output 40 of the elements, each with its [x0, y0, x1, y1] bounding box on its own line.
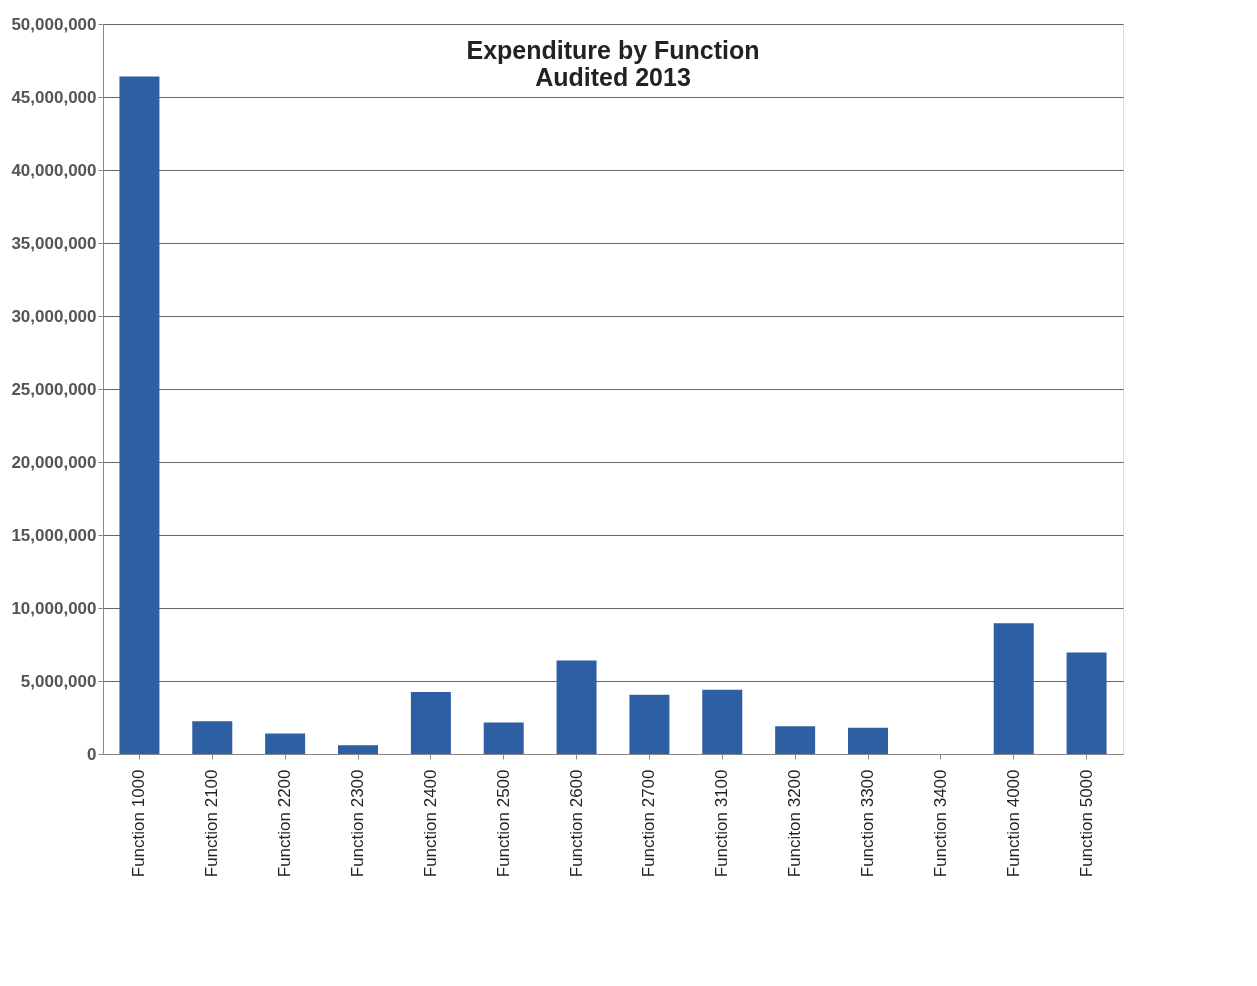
y-tick-label: 0 — [87, 744, 97, 764]
x-tick-label: Function 4000 — [1003, 769, 1023, 878]
x-tick-label: Function 2700 — [639, 769, 659, 878]
x-tick-label: Function 3300 — [858, 769, 877, 878]
x-tick-label: Function 5000 — [1076, 769, 1096, 878]
y-tick-label: 15,000,000 — [11, 525, 97, 545]
bar — [119, 76, 160, 754]
bar — [556, 660, 597, 754]
bar — [702, 689, 743, 754]
x-tick-label: Function 3400 — [930, 769, 950, 878]
x-tick-label: Function 2500 — [493, 769, 513, 878]
bar — [265, 733, 306, 754]
bar — [775, 726, 816, 754]
text: Audited 2013 — [535, 63, 691, 91]
y-tick-label: 45,000,000 — [11, 87, 97, 107]
x-tick-label: Funciton 3200 — [785, 769, 805, 878]
x-tick-label: Function 2400 — [420, 769, 440, 878]
y-tick-label: 50,000,000 — [11, 14, 97, 34]
y-tick-label: 20,000,000 — [11, 452, 97, 472]
bar — [848, 727, 888, 754]
y-tick-label: 40,000,000 — [11, 160, 97, 180]
text: Expenditure by Function — [466, 36, 760, 64]
bar — [192, 721, 233, 754]
x-tick-label: Function 2600 — [566, 769, 586, 878]
x-tick-label: Function 2200 — [275, 769, 295, 878]
y-tick-label: 30,000,000 — [11, 306, 97, 326]
y-tick-label: 10,000,000 — [11, 598, 97, 618]
y-tick-label: 5,000,000 — [20, 671, 97, 691]
y-tick-label: 35,000,000 — [11, 233, 97, 253]
y-tick-label: 25,000,000 — [11, 379, 97, 399]
bar — [993, 623, 1034, 754]
bar — [410, 691, 451, 754]
bar — [629, 694, 670, 754]
bar — [338, 745, 378, 754]
x-tick-label: Function 2300 — [348, 769, 367, 878]
x-tick-label: Function 2100 — [202, 769, 222, 878]
bar — [483, 722, 524, 754]
bar — [1066, 652, 1107, 754]
x-tick-label: Function 3100 — [712, 769, 732, 878]
x-tick-label: Function 1000 — [129, 769, 149, 878]
